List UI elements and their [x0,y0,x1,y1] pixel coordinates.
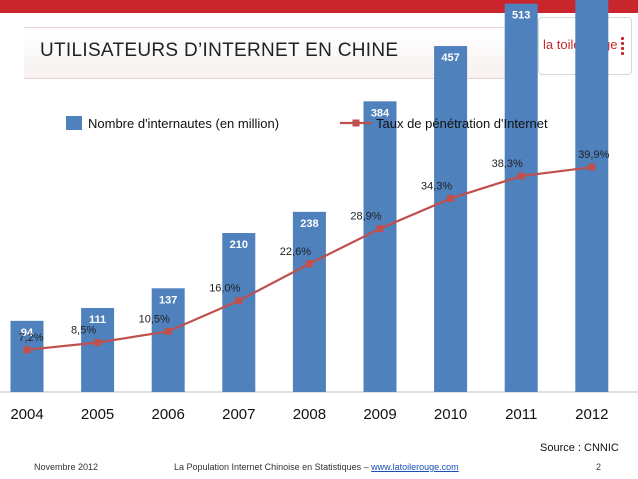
line-point-2005 [94,339,102,347]
bar-value-label-2008: 238 [300,218,318,230]
footer-text: La Population Internet Chinoise en Stati… [174,462,459,472]
bar-2010 [434,46,468,393]
line-point-2011 [517,172,525,180]
x-tick-label-2009: 2009 [363,406,396,423]
bar-value-label-2005: 111 [89,314,106,326]
line-value-label-2005: 8,5% [71,325,96,337]
line-value-label-2011: 38,3% [492,158,523,170]
source-note: Source : CNNIC [540,442,619,454]
slide-title: UTILISATEURS D’INTERNET EN CHINE [40,40,399,61]
x-tick-label-2011: 2011 [505,406,537,423]
x-tick-label-2007: 2007 [222,406,255,423]
bar-2006 [151,288,185,392]
bar-value-label-2006: 137 [159,294,177,306]
bar-value-label-2012: 538 [583,0,601,3]
bar-2008 [292,211,326,392]
bar-2009 [363,101,397,392]
line-point-2009 [376,225,384,233]
line-value-label-2007: 16,0% [209,283,240,295]
bar-2004 [10,320,44,392]
x-tick-label-2010: 2010 [434,406,467,423]
bar-2005 [81,307,115,392]
line-value-label-2009: 28,9% [350,211,381,223]
line-value-label-2004: 7,2% [18,332,43,344]
line-point-2012 [588,163,596,171]
line-value-label-2006: 10,5% [139,313,170,325]
bar-2007 [222,233,256,392]
page-number: 2 [596,462,602,472]
bar-value-label-2009: 384 [371,107,390,119]
legend-label-penetration: Taux de pénétration d'Internet [376,116,548,131]
legend-marker-penetration [352,119,360,127]
line-value-label-2008: 22,6% [280,246,311,258]
footer-caption: La Population Internet Chinoise en Stati… [174,462,372,472]
x-tick-label-2004: 2004 [10,406,43,423]
footer-link[interactable]: www.latoilerouge.com [371,462,459,472]
bar-value-label-2011: 513 [512,10,530,22]
line-value-label-2010: 34,3% [421,180,452,192]
bar-value-label-2007: 210 [230,239,248,251]
line-point-2008 [305,260,313,268]
top-accent-bar [0,0,638,13]
legend-swatch-bars [66,116,82,130]
bar-2011 [504,3,538,393]
bar-value-label-2010: 457 [441,52,459,64]
x-tick-label-2006: 2006 [152,406,185,423]
line-point-2007 [235,297,243,305]
line-point-2004 [23,346,31,354]
legend-label-bars: Nombre d'internautes (en million) [88,116,279,131]
x-tick-label-2005: 2005 [81,406,114,423]
logo-dots-icon [621,37,624,57]
line-point-2006 [164,327,172,335]
line-value-label-2012: 39,9% [578,149,609,161]
bar-2012 [575,0,609,392]
x-tick-label-2008: 2008 [293,406,326,423]
x-tick-label-2012: 2012 [575,406,608,423]
line-point-2010 [447,194,455,202]
footer-date: Novembre 2012 [34,462,99,472]
bar-value-label-2004: 94 [21,327,34,339]
